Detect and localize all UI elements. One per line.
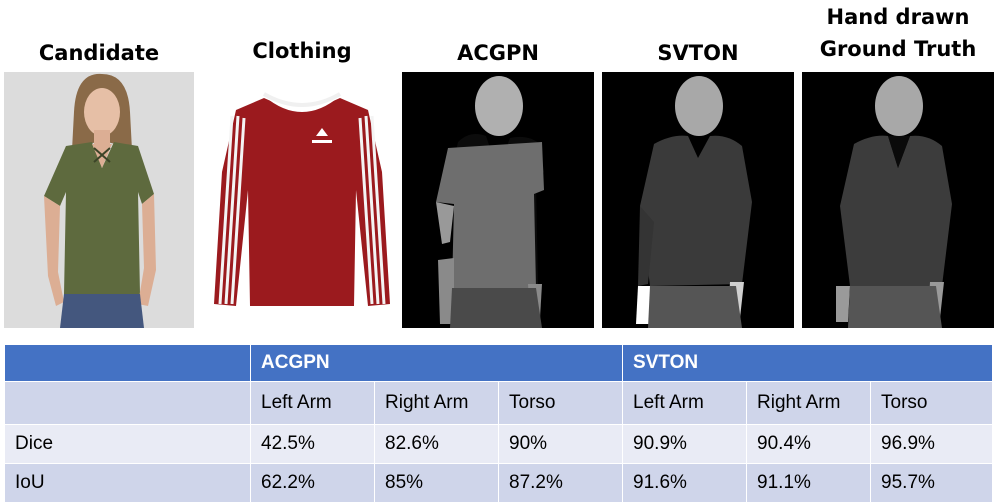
metric-label: IoU <box>4 463 251 503</box>
acgpn-title: ACGPN <box>457 41 539 65</box>
header-empty-cell <box>4 344 251 382</box>
acgpn-segmentation-image <box>402 72 594 328</box>
ground-truth-segmentation-image <box>802 72 994 328</box>
table-cell: 91.1% <box>746 463 872 503</box>
candidate-title: Candidate <box>38 41 160 65</box>
table-cell: 62.2% <box>250 463 375 503</box>
table-cell: 95.7% <box>870 463 994 503</box>
column-header: Left Arm <box>250 381 375 425</box>
table-cell: 90% <box>497 424 624 464</box>
table-cell: 82.6% <box>374 424 499 464</box>
ground-truth-title: Hand drawn Ground Truth <box>802 4 994 62</box>
table-row: IoU 62.2% 85% 87.2% 91.6% 91.1% 95.7% <box>4 463 994 503</box>
column-header: Torso <box>870 381 994 425</box>
table-cell: 90.4% <box>746 424 872 464</box>
results-table: ACGPN SVTON Left Arm Right Arm Torso Lef… <box>4 344 994 503</box>
table-cell: 87.2% <box>497 463 624 503</box>
svton-segmentation-image <box>602 72 794 328</box>
column-header: Right Arm <box>374 381 499 425</box>
table-header-row: ACGPN SVTON <box>4 344 994 382</box>
clothing-image <box>204 72 400 328</box>
ground-truth-title-line2: Ground Truth <box>819 37 977 61</box>
candidate-image <box>4 72 194 328</box>
subheader-empty-cell <box>4 381 251 425</box>
table-row: Dice 42.5% 82.6% 90% 90.9% 90.4% 96.9% <box>4 424 994 464</box>
table-subheader-row: Left Arm Right Arm Torso Left Arm Right … <box>4 381 994 425</box>
metric-label: Dice <box>4 424 251 464</box>
table-cell: 90.9% <box>622 424 748 464</box>
column-header: Right Arm <box>746 381 872 425</box>
table-cell: 91.6% <box>622 463 748 503</box>
svton-title: SVTON <box>657 41 739 65</box>
column-header: Left Arm <box>622 381 748 425</box>
header-group-svton: SVTON <box>622 344 994 382</box>
ground-truth-title-line1: Hand drawn <box>826 5 970 29</box>
header-group-acgpn: ACGPN <box>249 344 624 382</box>
table-cell: 42.5% <box>250 424 375 464</box>
column-header: Torso <box>497 381 624 425</box>
table-cell: 96.9% <box>870 424 994 464</box>
table-cell: 85% <box>374 463 499 503</box>
clothing-title: Clothing <box>252 39 352 63</box>
